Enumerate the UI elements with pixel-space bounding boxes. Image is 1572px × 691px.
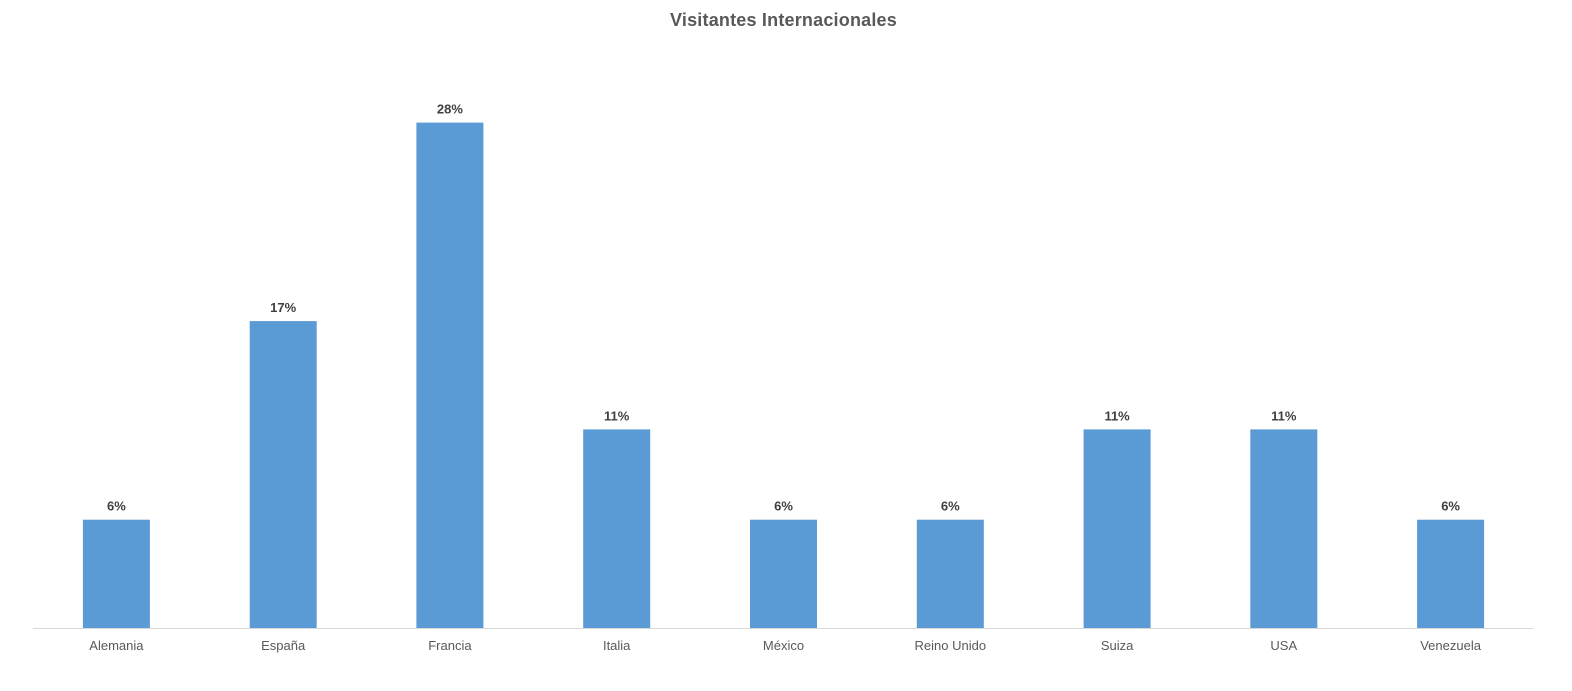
x-tick-label-francia: Francia xyxy=(428,638,472,653)
data-labels-group: 6% 17% 28% 11% 6% 6% 11% 11% 6% xyxy=(107,102,1460,514)
bar-alemania xyxy=(82,519,150,628)
x-tick-label-alemania: Alemania xyxy=(89,638,144,653)
bar-francia xyxy=(416,122,484,628)
bar-italia xyxy=(583,429,651,628)
bar-usa xyxy=(1250,429,1318,628)
bar-venezuela xyxy=(1417,519,1485,628)
data-label-espana: 17% xyxy=(270,300,296,315)
bar-suiza xyxy=(1083,429,1151,628)
data-label-italia: 11% xyxy=(604,408,630,423)
x-tick-label-suiza: Suiza xyxy=(1101,638,1134,653)
data-label-alemania: 6% xyxy=(107,499,126,514)
data-label-usa: 11% xyxy=(1271,408,1297,423)
chart-title: Visitantes Internacionales xyxy=(670,10,897,30)
data-label-reino-unido: 6% xyxy=(941,499,960,514)
data-label-mexico: 6% xyxy=(774,499,793,514)
bar-espana xyxy=(249,321,317,628)
data-label-venezuela: 6% xyxy=(1441,499,1460,514)
data-label-suiza: 11% xyxy=(1104,408,1130,423)
x-tick-labels-group: Alemania España Francia Italia México Reino U… xyxy=(89,638,1481,653)
x-tick-label-usa: USA xyxy=(1270,638,1297,653)
x-tick-label-italia: Italia xyxy=(603,638,631,653)
bar-reino-unido xyxy=(916,519,984,628)
bar-mexico xyxy=(750,519,817,628)
x-tick-label-venezuela: Venezuela xyxy=(1420,638,1481,653)
bars-group xyxy=(82,122,1485,628)
data-label-francia: 28% xyxy=(437,102,463,117)
x-tick-label-espana: España xyxy=(261,638,306,653)
x-tick-label-reino-unido: Reino Unido xyxy=(915,638,987,653)
x-tick-label-mexico: México xyxy=(763,638,804,653)
